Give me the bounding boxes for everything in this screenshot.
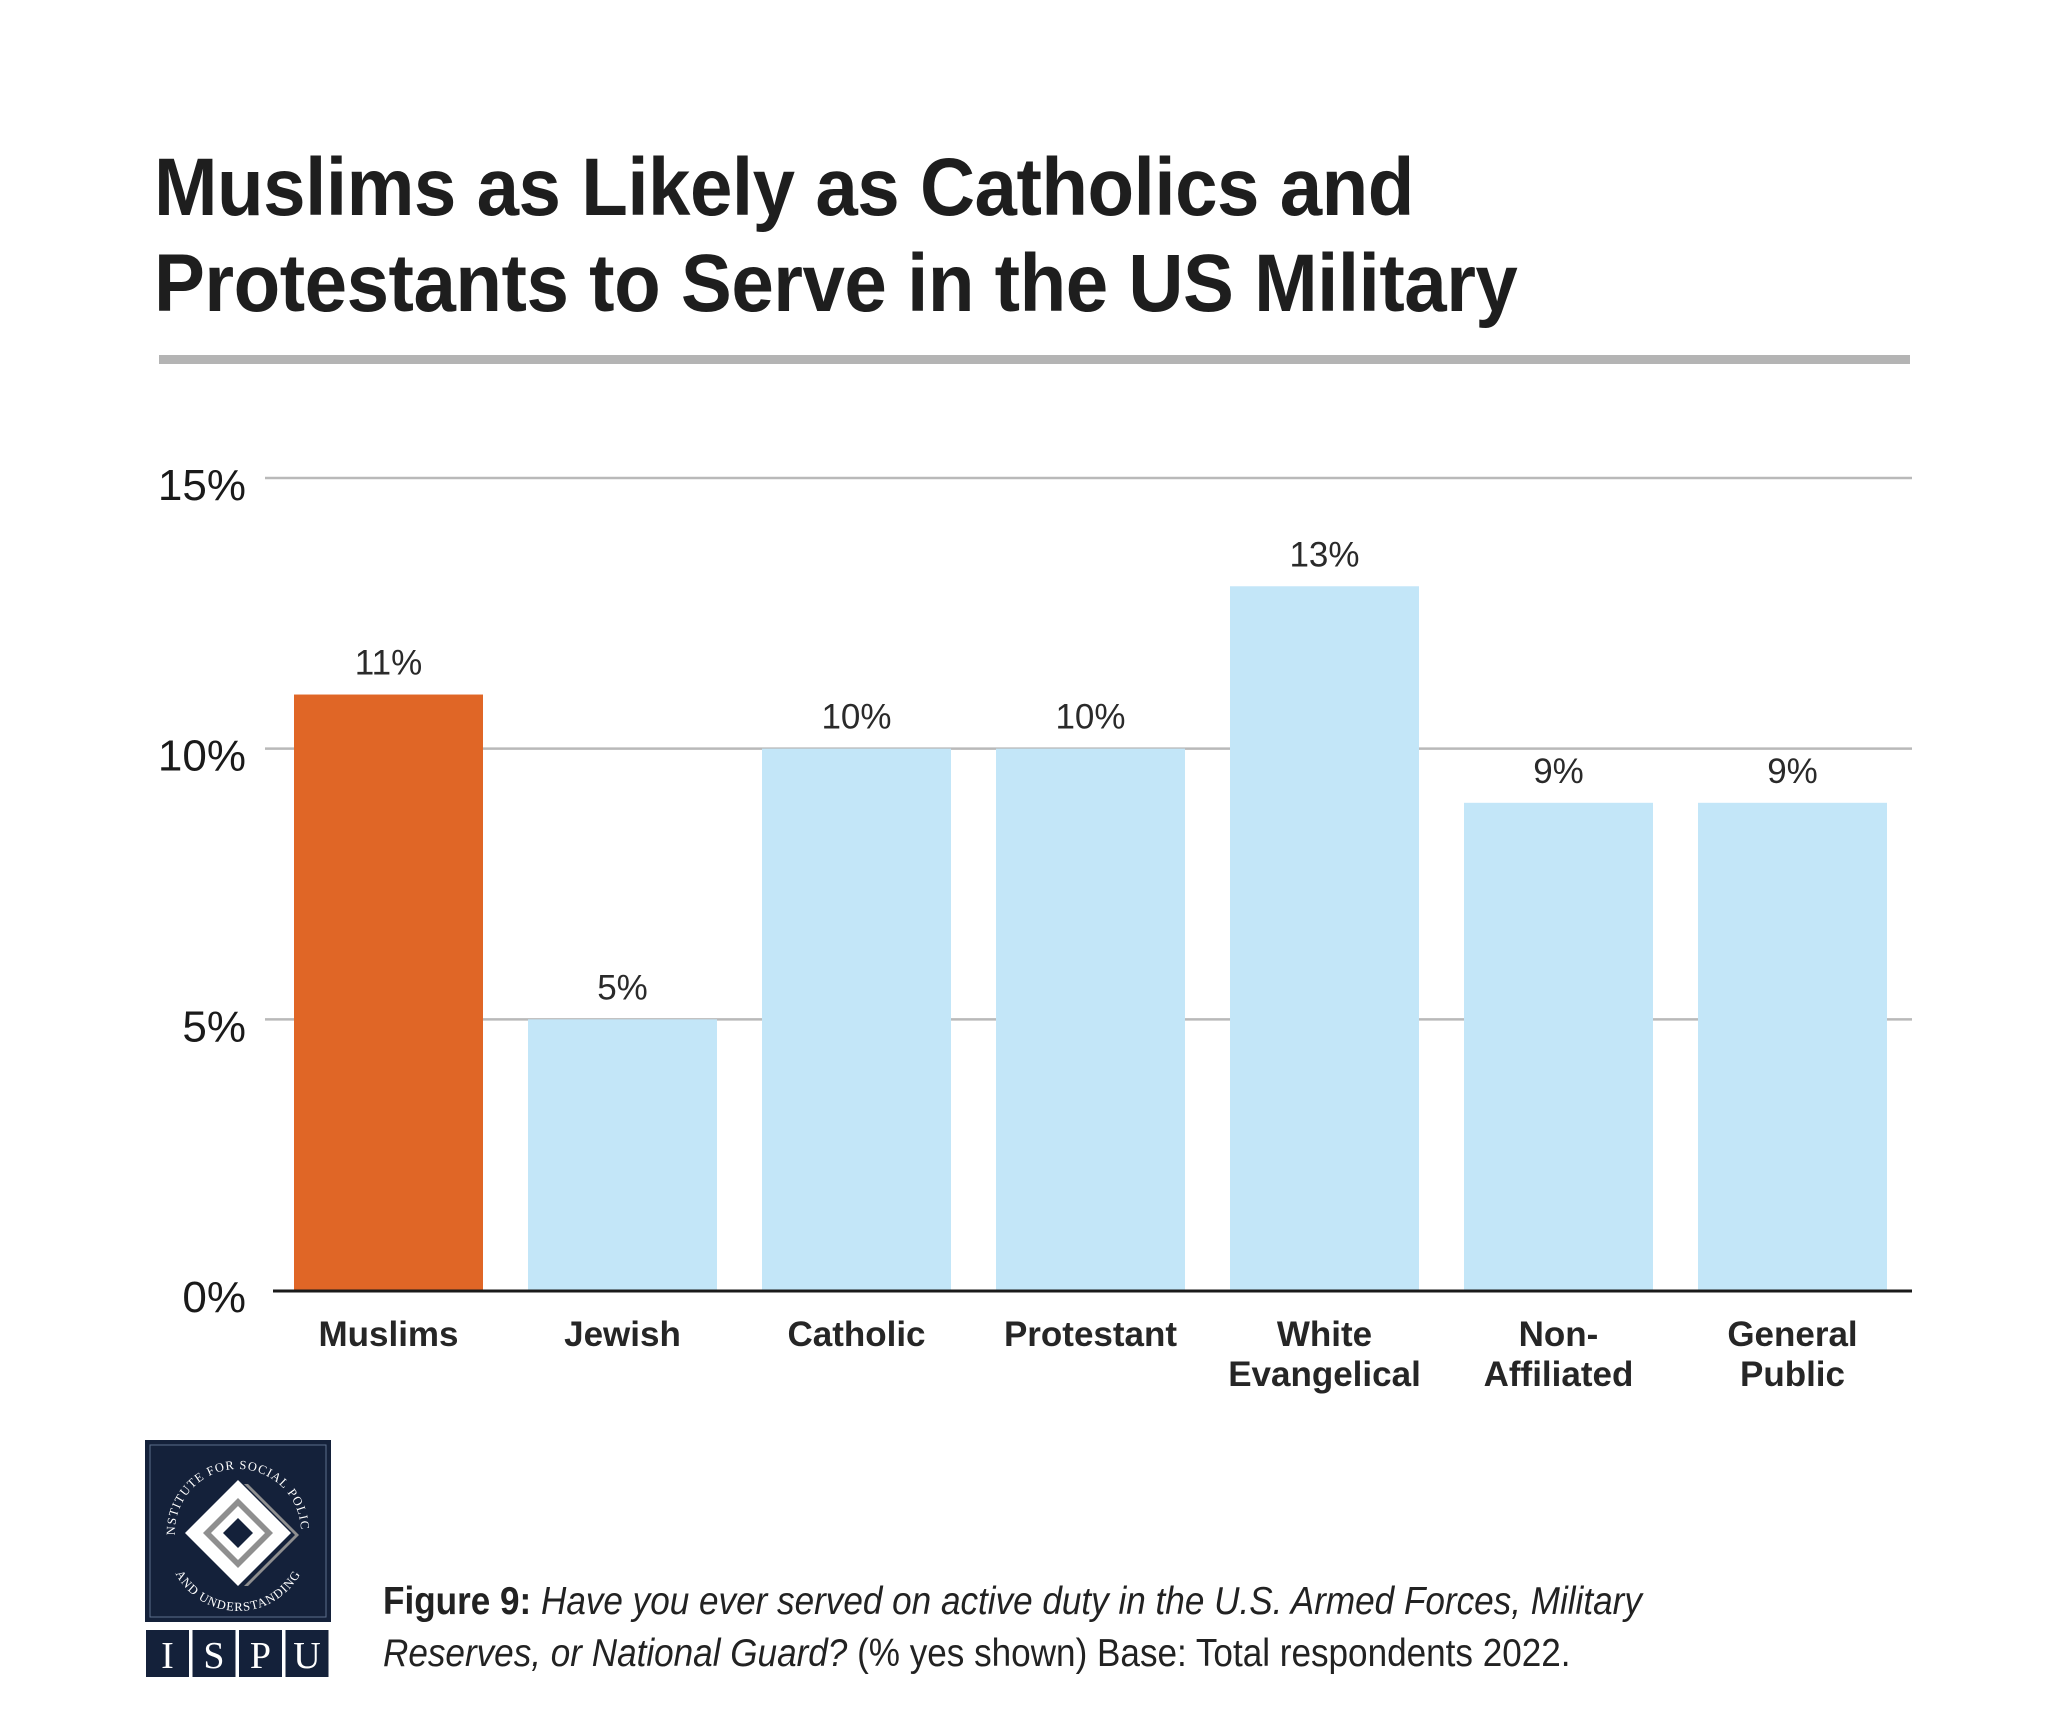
data-label: 9% [1533, 752, 1584, 791]
logo-inner-border [149, 1444, 327, 1618]
logo-letter: U [293, 1635, 320, 1677]
figure-caption: Figure 9: Have you ever served on active… [383, 1576, 1787, 1680]
bar [528, 1019, 717, 1290]
bar [1698, 802, 1887, 1290]
title-divider [159, 355, 1910, 364]
ispu-logo: INSTITUTE FOR SOCIAL POLICY AND UNDERSTA… [145, 1440, 331, 1677]
data-label: 5% [597, 968, 648, 1007]
bar [762, 748, 951, 1290]
survey-question: Have you ever served on active duty in t… [383, 1580, 1642, 1675]
x-tick-label: General [1727, 1315, 1857, 1354]
data-label: 11% [355, 644, 422, 683]
data-label: 13% [1289, 535, 1359, 574]
bar [294, 694, 483, 1290]
chart-title-line-2: Protestants to Serve in the US Military [154, 238, 1518, 329]
logo-letter: I [161, 1635, 174, 1677]
data-label: 9% [1767, 752, 1818, 791]
data-label: 10% [1055, 698, 1125, 737]
logo-letter-box [239, 1630, 282, 1677]
diamond-icon [185, 1480, 299, 1586]
x-tick-label: Catholic [787, 1315, 925, 1354]
x-tick-label: White [1277, 1315, 1372, 1354]
logo-letter-box [285, 1630, 329, 1677]
chart-title-line-1: Muslims as Likely as Catholics and [154, 142, 1414, 233]
bar [996, 748, 1185, 1290]
x-tick-label: Public [1740, 1355, 1845, 1394]
logo-letter-box [146, 1630, 189, 1677]
y-tick-label: 5% [182, 1002, 246, 1051]
x-tick-label: Protestant [1004, 1315, 1177, 1354]
x-tick-label: Muslims [318, 1315, 458, 1354]
logo-letter-box [192, 1630, 236, 1677]
x-tick-label: Jewish [564, 1315, 681, 1354]
x-tick-label: Affiliated [1484, 1355, 1634, 1394]
caption-note: (% yes shown) Base: Total respondents 20… [857, 1632, 1571, 1675]
bar [1230, 586, 1419, 1290]
bar [1464, 802, 1653, 1290]
x-tick-label: Non- [1519, 1315, 1599, 1354]
data-label: 10% [821, 698, 891, 737]
y-tick-label: 15% [158, 461, 246, 510]
logo-letter: P [250, 1635, 271, 1677]
logo-letter: S [203, 1635, 224, 1677]
x-tick-label: Evangelical [1228, 1355, 1421, 1394]
figure-label: Figure 9: [383, 1580, 532, 1623]
y-tick-label: 0% [182, 1273, 246, 1322]
bar-chart: 0% 5% 10% 15% 11% Muslims 5% Jewish 10% Catholic 1… [158, 461, 1912, 1394]
chart-title: Muslims as Likely as Catholics and Prote… [154, 140, 1782, 332]
y-tick-label: 10% [158, 732, 246, 781]
